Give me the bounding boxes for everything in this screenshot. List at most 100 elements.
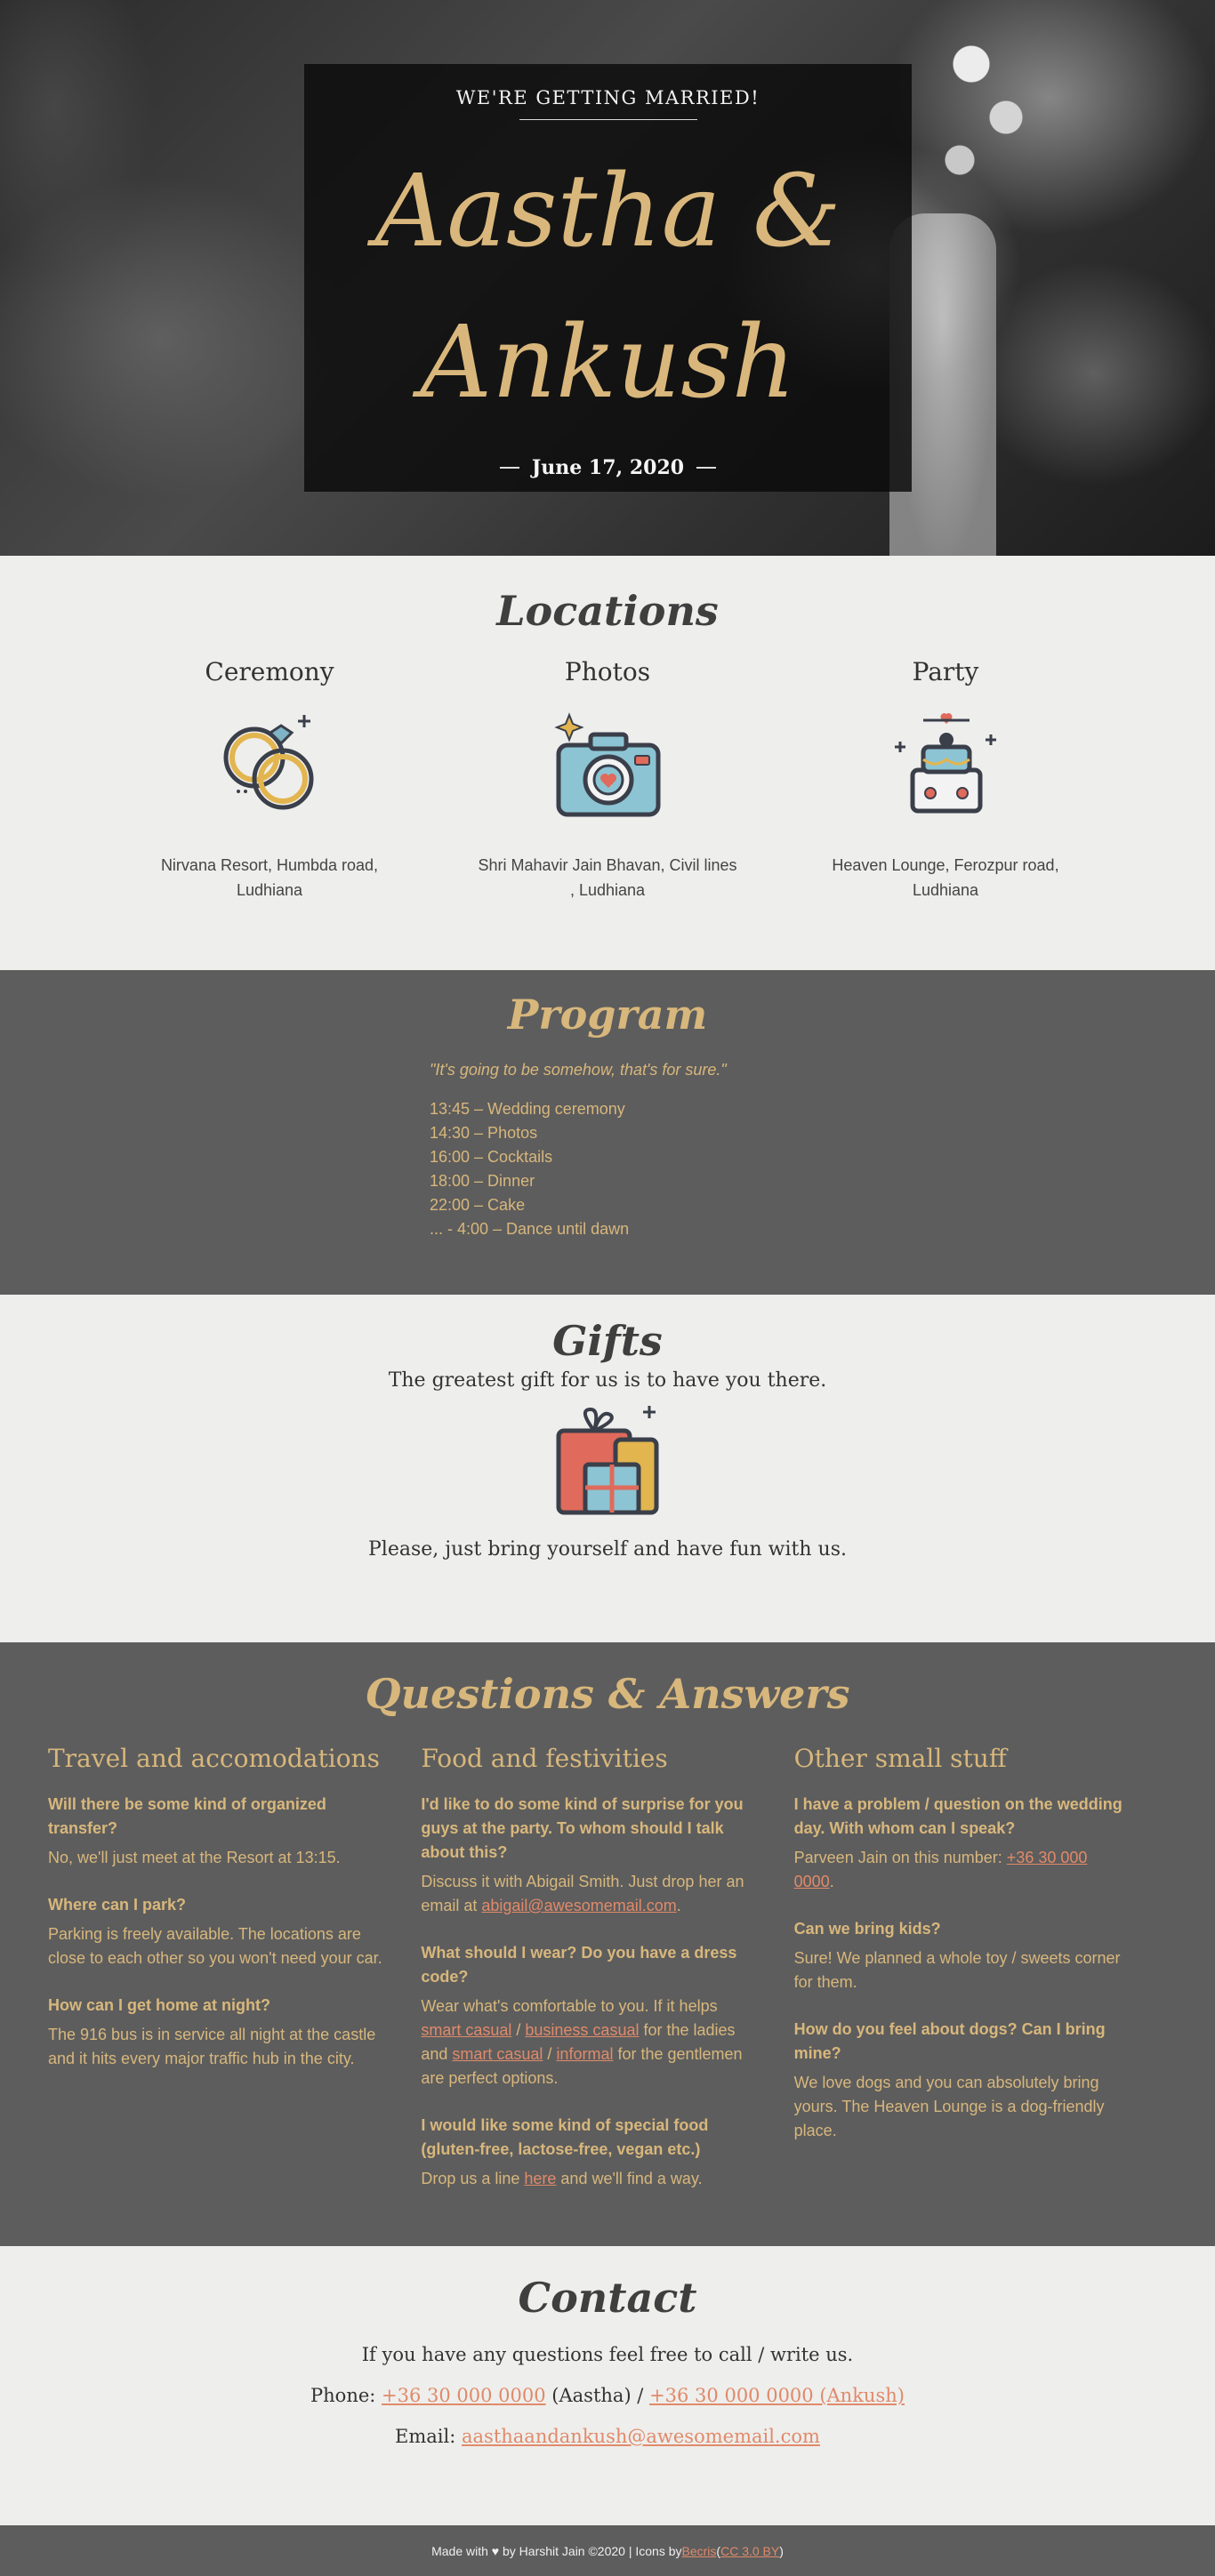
qa-question: Can we bring kids? [793,1920,941,1938]
footer-credit: Made with ♥ by Harshit Jain ©2020 | Icon… [431,2543,682,2558]
qa-column-food: Food and festivities I'd like to do some… [421,1744,793,2214]
license-link[interactable]: CC 3.0 BY [720,2543,780,2558]
phone-aastha-label: (Aastha) / [545,2385,650,2406]
wedding-cake-icon [895,713,996,814]
qa-question: How can I get home at night? [48,1996,271,2014]
abigail-email-link[interactable]: abigail@awesomemail.com [481,1897,677,1914]
here-link[interactable]: here [524,2170,557,2187]
wedding-date-text: June 17, 2020 [531,456,685,479]
contact-title: Contact [518,2274,697,2322]
qa-column-heading: Other small stuff [793,1744,1007,1773]
qa-column-travel: Travel and accomodations Will there be s… [48,1744,421,2214]
qa-answer: Wear what's comfortable to you. If it he… [421,1994,758,2090]
qa-answer: Sure! We planned a whole toy / sweets co… [793,1949,1121,1991]
email-link[interactable]: aasthaandankush@awesomemail.com [462,2426,820,2447]
footer-paren: ) [779,2543,784,2558]
informal-link[interactable]: informal [556,2045,614,2063]
hero-eyebrow: WE'RE GETTING MARRIED! [455,87,760,108]
schedule-item: ... - 4:00 – Dance until dawn [430,1220,630,1238]
rings-icon [223,715,314,810]
schedule-item: 14:30 – Photos [430,1124,538,1142]
gift-icon [556,1406,659,1515]
program-quote: "It's going to be somehow, that's for su… [430,1061,727,1079]
qa-answer: Drop us a line here and we'll find a way… [421,2167,758,2191]
phone-aastha-link[interactable]: +36 30 000 0000 [382,2385,546,2406]
qa-column-other: Other small stuff I have a problem / que… [794,1744,1167,2214]
qa-columns: Travel and accomodations Will there be s… [0,1744,1215,2214]
qa-question: How do you feel about dogs? Can I bring … [793,2020,1106,2062]
hero-overlay-box: WE'RE GETTING MARRIED! Aastha & Ankush J… [304,64,912,492]
hero-photo-flowers [925,0,1041,213]
qa-question: I would like some kind of special food (… [421,2116,709,2158]
location-address: Nirvana Resort, Humbda road, Ludhiana [160,856,379,899]
answer-text: Wear what's comfortable to you. If it he… [421,1997,718,2015]
qa-section: Questions & Answers Travel and accomodat… [0,1642,1215,2246]
phone-ankush-link[interactable]: +36 30 000 0000 (Ankush) [649,2385,905,2406]
qa-question: Where can I park? [48,1896,187,1914]
footer-paren: ( [716,2543,721,2558]
qa-question: Will there be some kind of organized tra… [48,1795,326,1837]
location-address: Heaven Lounge, Ferozpur road, Ludhiana [832,856,1059,899]
qa-answer: We love dogs and you can absolutely brin… [793,2074,1105,2139]
qa-question: I'd like to do some kind of surprise for… [421,1795,744,1861]
hero-divider [519,119,697,120]
contact-email-line: Email: aasthaandankush@awesomemail.com [0,2426,1215,2447]
location-party: Party Heaven Lounge, Ferozpur road, Ludh… [776,657,1114,903]
locations-section: Locations Ceremony Nirvana Resort, Humbd… [0,556,1215,970]
contact-phone-line: Phone: +36 30 000 0000 (Aastha) / +36 30… [0,2385,1215,2406]
gifts-line-2: Please, just bring yourself and have fun… [368,1538,847,1561]
becris-link[interactable]: Becris [681,2543,717,2558]
business-casual-link[interactable]: business casual [525,2021,640,2039]
qa-answer: The 916 bus is in service all night at t… [48,2026,376,2067]
answer-text: for the ladies and [421,2021,736,2063]
qa-title: Questions & Answers [365,1670,850,1718]
qa-answer: No, we'll just meet at the Resort at 13:… [48,1849,341,1866]
hero-section: WE'RE GETTING MARRIED! Aastha & Ankush J… [0,0,1215,556]
location-ceremony: Ceremony Nirvana Resort, Humbda road, Lu… [101,657,439,903]
locations-grid: Ceremony Nirvana Resort, Humbda road, Lu… [0,657,1215,903]
program-body: "It's going to be somehow, that's for su… [430,1061,785,1241]
gifts-title: Gifts [552,1317,663,1365]
wedding-date: June 17, 2020 [304,456,912,479]
schedule-item: 13:45 – Wedding ceremony [430,1100,625,1118]
qa-answer: Discuss it with Abigail Smith. Just drop… [421,1870,758,1918]
answer-text: Parveen Jain on this number: [793,1849,1007,1866]
contact-section: Contact If you have any questions feel f… [0,2246,1215,2525]
qa-question: What should I wear? Do you have a dress … [421,1944,737,1986]
answer-text: for the gentlemen are perfect options. [421,2045,743,2087]
qa-column-heading: Travel and accomodations [48,1744,380,1773]
schedule-item: 22:00 – Cake [430,1196,526,1214]
answer-text: / [511,2021,526,2039]
answer-text: . [829,1873,834,1890]
answer-text: / [543,2045,557,2063]
schedule-item: 16:00 – Cocktails [430,1148,553,1166]
email-label: Email: [395,2426,462,2447]
schedule-item: 18:00 – Dinner [430,1172,535,1190]
answer-text: and we'll find a way. [556,2170,703,2187]
parveen-phone-link[interactable]: +36 30 000 0000 [793,1849,1088,1890]
program-section: Program "It's going to be somehow, that'… [0,970,1215,1295]
qa-answer: Parveen Jain on this number: +36 30 000 … [794,1846,1131,1894]
smart-casual-link[interactable]: smart casual [421,2021,512,2039]
footer: Made with ♥ by Harshit Jain ©2020 | Icon… [0,2525,1215,2576]
couple-names: Aastha & Ankush [374,154,841,421]
gifts-section: Gifts The greatest gift for us is to hav… [0,1295,1215,1642]
qa-question: I have a problem / question on the weddi… [793,1795,1122,1837]
date-dash-left [499,467,519,469]
smart-casual-link-men[interactable]: smart casual [452,2045,543,2063]
date-dash-right [696,467,717,469]
qa-answer: Parking is freely available. The locatio… [48,1925,382,1967]
camera-icon [554,712,661,817]
qa-column-heading: Food and festivities [421,1744,668,1773]
contact-intro: If you have any questions feel free to c… [361,2344,854,2365]
location-address: Shri Mahavir Jain Bhavan, Civil lines , … [478,856,737,899]
locations-title: Locations [496,587,719,635]
location-heading: Party [912,657,979,686]
answer-text: Discuss it with Abigail Smith. Just drop… [421,1873,744,1914]
gifts-line-1: The greatest gift for us is to have you … [388,1369,827,1392]
answer-text: . [676,1897,681,1914]
location-photos: Photos Shri Mahavir Jain Bhavan, Civil l… [439,657,776,903]
answer-text: Drop us a line [421,2170,525,2187]
location-heading: Ceremony [205,657,334,686]
phone-label: Phone: [310,2385,382,2406]
